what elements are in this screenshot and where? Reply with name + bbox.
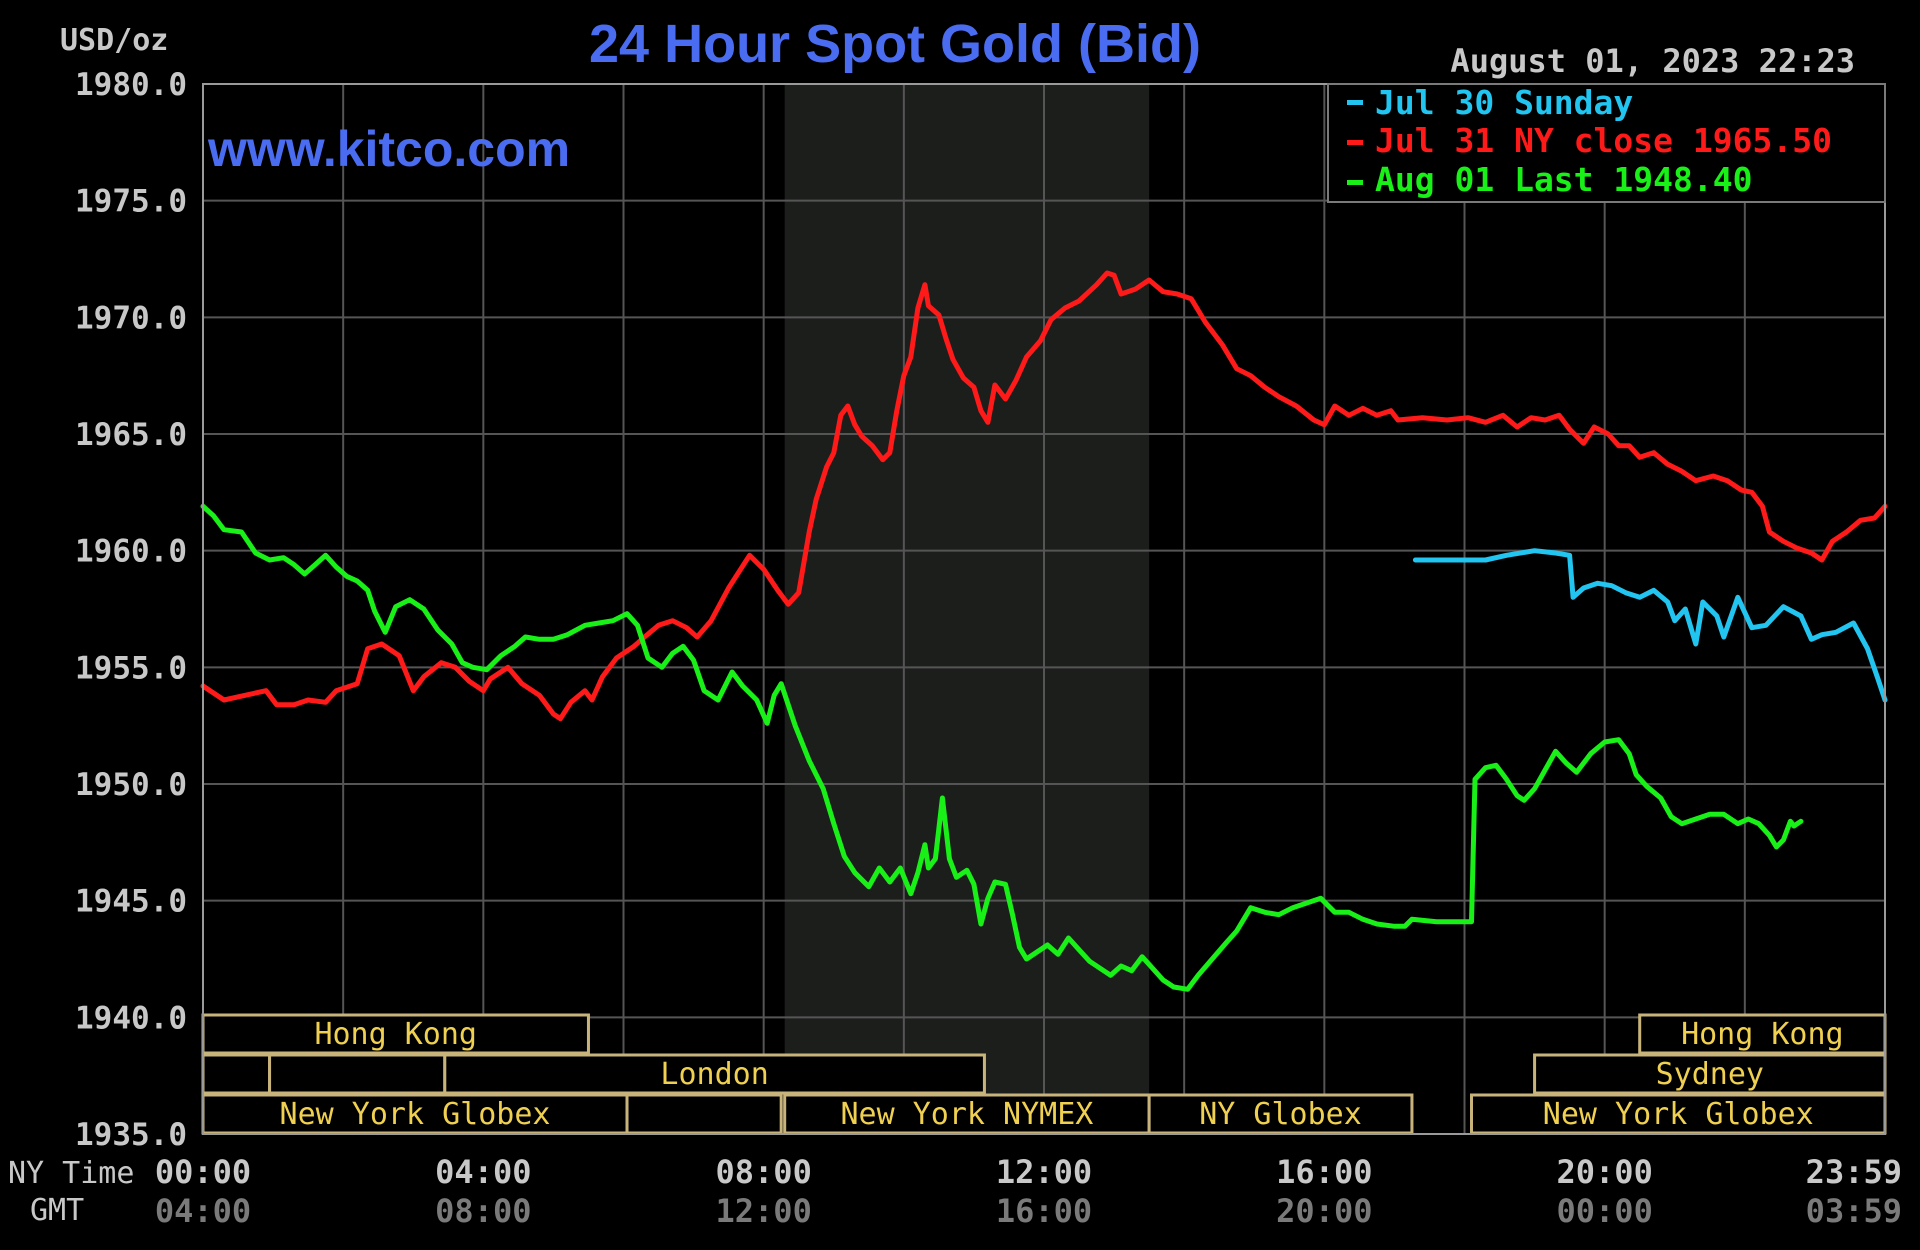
legend-swatch-jul31 (1347, 140, 1363, 145)
gmt-row-label: GMT (30, 1193, 84, 1228)
session-bar (443, 1053, 986, 1095)
x-tick-label-ny: 08:00 (716, 1153, 812, 1191)
y-tick-label: 1950.0 (75, 767, 187, 803)
session-bar (201, 1013, 590, 1055)
x-tick-label-gmt: 00:00 (1557, 1192, 1653, 1230)
y-tick-label: 1960.0 (75, 534, 187, 570)
y-tick-label: 1945.0 (75, 884, 187, 920)
x-tick-label-ny: 04:00 (435, 1153, 531, 1191)
session-label: Hong Kong (1681, 1017, 1844, 1052)
session-bar (783, 1093, 1151, 1135)
timestamp: August 01, 2023 22:23 (1450, 42, 1855, 80)
session-bar (1470, 1093, 1887, 1135)
x-tick-label-ny: 12:00 (996, 1153, 1092, 1191)
y-tick-label: 1965.0 (75, 417, 187, 453)
session-bar (625, 1093, 783, 1135)
x-tick-label-gmt: 08:00 (435, 1192, 531, 1230)
session-bar (201, 1053, 272, 1095)
session-bar (1533, 1053, 1887, 1095)
legend-swatch-jul30 (1347, 100, 1363, 105)
nymex-highlight-region (784, 84, 1150, 1134)
session-bar (1638, 1013, 1887, 1055)
ny-time-row-label: NY Time (8, 1156, 134, 1191)
x-tick-label-gmt: 03:59 (1806, 1192, 1902, 1230)
x-tick-label-ny: 20:00 (1557, 1153, 1653, 1191)
x-tick-label-gmt: 04:00 (155, 1192, 251, 1230)
session-label: London (660, 1057, 768, 1092)
plot-frame (202, 83, 1886, 1135)
y-tick-label: 1955.0 (75, 650, 187, 686)
x-tick-label-ny: 23:59 (1806, 1153, 1902, 1191)
legend: Jul 30 Sunday Jul 31 NY close 1965.50 Au… (1327, 83, 1886, 203)
y-tick-label: 1970.0 (75, 300, 187, 336)
chart-title: 24 Hour Spot Gold (Bid) (589, 14, 1201, 74)
session-label: Hong Kong (314, 1017, 477, 1052)
session-label: New York NYMEX (840, 1097, 1093, 1132)
y-tick-label: 1975.0 (75, 184, 187, 220)
session-label: NY Globex (1199, 1097, 1362, 1132)
legend-label-jul31: Jul 31 NY close 1965.50 (1375, 121, 1832, 160)
legend-box (1327, 83, 1886, 203)
legend-label-aug01: Aug 01 Last 1948.40 (1375, 160, 1753, 199)
session-label: Sydney (1656, 1057, 1764, 1092)
session-label: New York Globex (1543, 1097, 1814, 1132)
unit-label: USD/oz (60, 23, 168, 58)
series-line-jul30 (1412, 548, 1888, 703)
y-tick-label: 1940.0 (75, 1000, 187, 1036)
y-tick-label: 1935.0 (75, 1117, 187, 1153)
x-tick-label-ny: 16:00 (1276, 1153, 1372, 1191)
x-tick-label-ny: 00:00 (155, 1153, 251, 1191)
y-tick-label: 1980.0 (75, 67, 187, 103)
x-tick-label-gmt: 20:00 (1276, 1192, 1372, 1230)
session-bar (268, 1053, 447, 1095)
series-line-jul31 (200, 270, 1888, 722)
legend-label-jul30: Jul 30 Sunday (1375, 83, 1633, 122)
watermark-url: www.kitco.com (207, 121, 570, 177)
legend-swatch-aug01 (1347, 180, 1363, 185)
session-label: New York Globex (280, 1097, 551, 1132)
x-tick-label-gmt: 16:00 (996, 1192, 1092, 1230)
x-tick-label-gmt: 12:00 (716, 1192, 812, 1230)
series-line-aug01 (200, 503, 1804, 992)
